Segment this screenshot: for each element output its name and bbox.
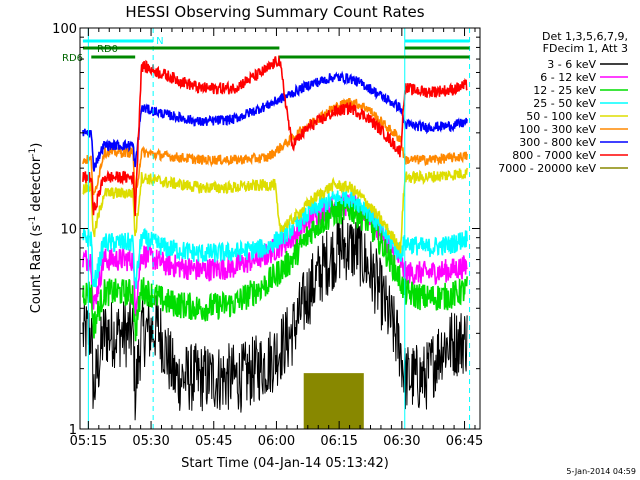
series-line-3 — [82, 196, 468, 342]
x-tick-label: 05:45 — [195, 434, 232, 449]
overlay-layer: N RD0 RD6 — [62, 28, 471, 429]
series-layer — [82, 55, 468, 429]
y-axis-title-end: ) — [29, 143, 44, 148]
annotation-n: N — [156, 36, 163, 47]
y-axis-title-sup1: -1 — [28, 216, 38, 225]
series-line-6 — [82, 97, 468, 196]
series-line-4 — [82, 187, 468, 289]
legend-label-6: 100 - 300 keV — [519, 123, 596, 136]
legend-label-4: 25 - 50 keV — [533, 97, 596, 110]
y-axis-title-mid: detector — [29, 156, 44, 216]
legend-label-2: 6 - 12 keV — [540, 71, 596, 84]
series-line-5 — [82, 167, 468, 254]
x-tick-label: 05:30 — [132, 434, 169, 449]
legend-label-7: 300 - 800 keV — [519, 136, 596, 149]
y-tick-label: 1 — [69, 423, 77, 438]
legend-label-8: 800 - 7000 keV — [512, 149, 596, 162]
y-axis-title-sup2: -1 — [28, 148, 38, 157]
y-tick-label: 10 — [60, 223, 77, 238]
svg-text:Count Rate (s-1 detector-1): Count Rate (s-1 detector-1) — [28, 143, 44, 314]
series-line-9 — [303, 373, 364, 429]
legend-header-line1: Det 1,3,5,6,7,9, — [542, 30, 628, 43]
x-tick-label: 06:00 — [258, 434, 295, 449]
x-tick-label: 06:15 — [320, 434, 357, 449]
legend-label-5: 50 - 100 keV — [526, 110, 596, 123]
legend-header-line2: FDecim 1, Att 3 — [543, 42, 628, 55]
axes-layer: 1 10 100 05:15 05:30 05:45 06:00 06:15 06:30 06:4… — [52, 22, 483, 449]
series-line-2 — [82, 191, 468, 317]
chart-title: HESSI Observing Summary Count Rates — [125, 3, 424, 21]
series-line-8 — [82, 55, 468, 217]
x-tick-label: 06:45 — [446, 434, 483, 449]
legend-label-9: 7000 - 20000 keV — [498, 162, 596, 175]
x-tick-label: 05:15 — [70, 434, 107, 449]
series-line-1 — [82, 217, 468, 421]
legend-label-1: 3 - 6 keV — [547, 58, 596, 71]
footer-date: 5-Jan-2014 04:59 — [566, 467, 636, 476]
legend: Det 1,3,5,6,7,9, FDecim 1, Att 3 3 - 6 k… — [498, 30, 628, 175]
annotation-rd6: RD6 — [62, 53, 83, 64]
x-tick-label: 06:30 — [383, 434, 420, 449]
y-tick-label: 100 — [52, 22, 77, 37]
y-axis-title: Count Rate (s-1 detector-1) — [28, 143, 44, 314]
y-axis-title-main: Count Rate (s — [29, 225, 44, 314]
x-axis-title: Start Time (04-Jan-14 05:13:42) — [181, 456, 389, 471]
legend-label-3: 12 - 25 keV — [533, 84, 596, 97]
annotation-rd0: RD0 — [97, 44, 118, 55]
